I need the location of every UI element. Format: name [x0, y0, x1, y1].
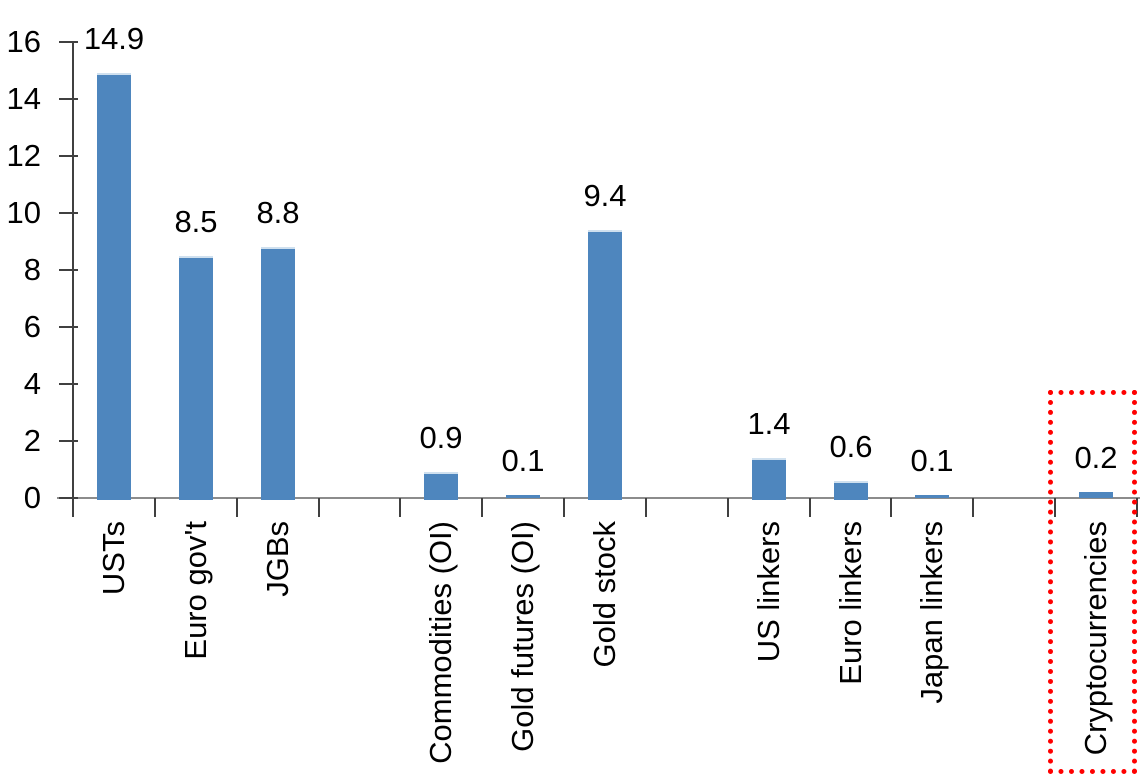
- category-label-text: Euro linkers: [833, 521, 868, 685]
- y-axis-tick-label: 0: [23, 480, 41, 515]
- bar-us-linkers: [752, 458, 786, 500]
- value-label-us-linkers: 1.4: [747, 406, 791, 441]
- value-label-gold-futures-oi: 0.1: [501, 443, 545, 478]
- y-axis-tick: [59, 212, 78, 214]
- category-label-text: USTs: [96, 521, 131, 596]
- bar-japan-linkers: [915, 495, 949, 498]
- y-axis-tick: [59, 155, 78, 157]
- y-axis-tick-label: 10: [6, 195, 41, 230]
- value-label-japan-linkers: 0.1: [910, 443, 954, 478]
- x-axis-tick: [726, 498, 729, 517]
- y-axis-tick: [59, 98, 78, 100]
- y-axis-tick: [59, 440, 78, 442]
- y-axis-tick-label: 8: [23, 252, 41, 287]
- y-axis-tick-label: 14: [6, 81, 41, 116]
- category-label-text: JGBs: [260, 521, 295, 597]
- x-axis-tick: [644, 498, 647, 517]
- bar-cryptocurrencies: [1079, 492, 1113, 498]
- y-axis-tick-label: 16: [6, 24, 41, 59]
- bar-usts: [97, 73, 131, 500]
- y-axis-tick: [59, 497, 78, 499]
- value-label-gold-stock: 9.4: [583, 178, 627, 213]
- y-axis-tick: [59, 41, 78, 43]
- y-axis-tick-label: 6: [23, 309, 41, 344]
- x-axis-tick: [72, 498, 74, 517]
- highlight-box-cryptocurrencies: [1048, 390, 1137, 774]
- x-axis-tick: [317, 498, 320, 517]
- y-axis-tick: [59, 269, 78, 271]
- x-axis-tick: [1136, 498, 1138, 517]
- bar-commodities-oi: [424, 472, 458, 500]
- x-axis-tick: [481, 498, 484, 517]
- x-axis-tick: [563, 498, 566, 517]
- value-label-commodities-oi: 0.9: [419, 420, 463, 455]
- x-axis-tick: [972, 498, 975, 517]
- x-axis-tick: [890, 498, 893, 517]
- x-axis-tick: [153, 498, 156, 517]
- x-axis-tick: [235, 498, 238, 517]
- category-label-text: US linkers: [751, 521, 786, 663]
- value-label-euro-linkers: 0.6: [829, 429, 873, 464]
- value-label-usts: 14.9: [83, 21, 145, 56]
- bar-jgbs: [261, 247, 295, 500]
- bar-gold-futures-oi: [506, 495, 540, 498]
- category-label-text: Gold futures (OI): [505, 521, 540, 752]
- y-axis-tick-label: 4: [23, 366, 41, 401]
- x-axis-tick: [1054, 498, 1057, 517]
- y-axis-tick: [59, 383, 78, 385]
- value-label-cryptocurrencies: 0.2: [1074, 440, 1118, 475]
- y-axis-tick-label: 12: [6, 138, 41, 173]
- value-label-jgbs: 8.8: [256, 195, 300, 230]
- y-axis-tick-label: 2: [23, 423, 41, 458]
- y-axis-tick: [59, 326, 78, 328]
- category-label-text: Commodities (OI): [423, 521, 458, 764]
- bar-euro-linkers: [834, 481, 868, 500]
- bar-gold-stock: [588, 230, 622, 500]
- category-label-text: Japan linkers: [914, 521, 949, 704]
- x-axis-tick: [399, 498, 402, 517]
- value-label-euro-gov-t: 8.5: [174, 204, 218, 239]
- bar-euro-gov-t: [179, 256, 213, 500]
- category-label-text: Gold stock: [587, 521, 622, 668]
- category-label-text: Euro gov't: [178, 521, 213, 660]
- x-axis-tick: [808, 498, 811, 517]
